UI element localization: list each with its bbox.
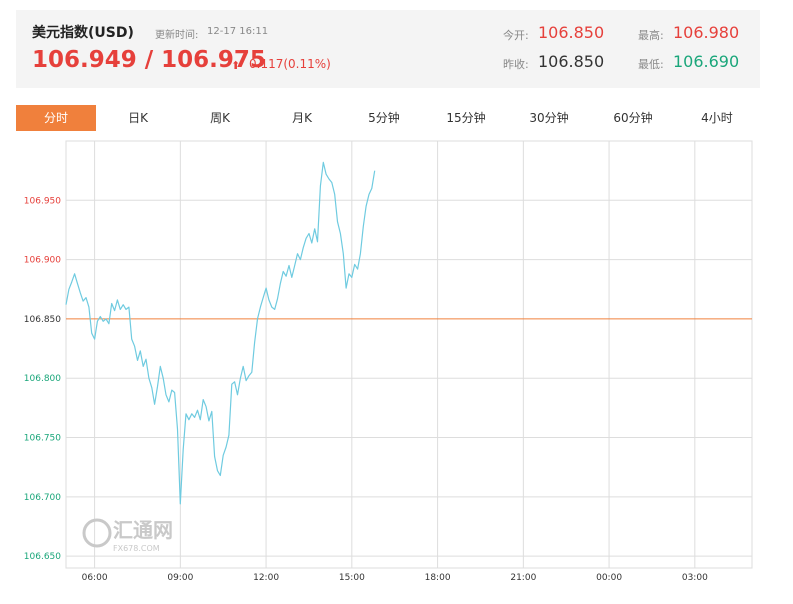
low-label: 最低: <box>638 58 664 71</box>
watermark-logo-icon <box>82 518 112 548</box>
x-tick-label: 12:00 <box>253 573 279 583</box>
x-tick-label: 03:00 <box>682 573 708 583</box>
intraday-chart: 汇通网 FX678.COM 106.650 106.700 106.750 106.8… <box>0 138 793 600</box>
open-value: 106.850 <box>538 23 605 42</box>
price-series <box>65 161 376 505</box>
open-label: 今开: <box>503 29 529 42</box>
tab-15min[interactable]: 15分钟 <box>446 111 486 125</box>
quote-panel: 美元指数(USD) 更新时间: 12-17 16:11 106.949 / 10… <box>16 10 760 88</box>
instrument-name: 美元指数(USD) <box>32 25 134 41</box>
price-change: 0.117(0.11%) <box>249 57 331 71</box>
y-tick-label: 106.700 <box>24 493 61 503</box>
tab-daily-k[interactable]: 日K <box>128 111 148 125</box>
x-tick-label: 00:00 <box>596 573 622 583</box>
watermark-text: 汇通网 <box>113 518 173 542</box>
y-tick-label: 106.950 <box>24 196 61 206</box>
x-tick-label: 15:00 <box>339 573 365 583</box>
chart-svg: 汇通网 FX678.COM 106.650 106.700 106.750 106.8… <box>24 140 753 583</box>
watermark-subtext: FX678.COM <box>113 544 160 553</box>
x-tick-label: 21:00 <box>510 573 536 583</box>
prev-close-value: 106.850 <box>538 52 605 71</box>
up-arrow-icon: ⬆ <box>231 59 241 72</box>
tab-weekly-k[interactable]: 周K <box>210 111 230 125</box>
chart-grid <box>65 140 753 569</box>
x-tick-label: 06:00 <box>82 573 108 583</box>
y-tick-label: 106.800 <box>24 374 61 384</box>
tab-30min[interactable]: 30分钟 <box>529 111 569 125</box>
y-axis-labels: 106.650 106.700 106.750 106.800 106.850 106.9… <box>24 196 61 562</box>
price-line <box>65 161 376 505</box>
x-tick-label: 18:00 <box>425 573 451 583</box>
x-axis-labels: 06:00 09:00 12:00 15:00 18:00 21:00 00:00 03:00 <box>82 573 708 583</box>
period-tabs: 分时 日K 周K 月K 5分钟 15分钟 30分钟 60分钟 4小时 <box>16 105 760 131</box>
tab-60min[interactable]: 60分钟 <box>613 111 653 125</box>
plot-border <box>65 140 753 569</box>
low-value: 106.690 <box>673 52 740 71</box>
x-tick-label: 09:00 <box>167 573 193 583</box>
update-time-value: 12-17 16:11 <box>207 26 269 37</box>
prev-close-label: 昨收: <box>503 58 529 71</box>
high-value: 106.980 <box>673 23 740 42</box>
y-tick-label: 106.850 <box>24 315 61 325</box>
y-tick-label: 106.750 <box>24 434 61 444</box>
tab-monthly-k[interactable]: 月K <box>292 111 312 125</box>
update-time-label: 更新时间: <box>155 30 199 41</box>
tab-intraday[interactable]: 分时 <box>16 105 96 131</box>
bid-ask-price: 106.949 / 106.975 <box>32 47 266 73</box>
y-tick-label: 106.650 <box>24 552 61 562</box>
high-label: 最高: <box>638 29 664 42</box>
watermark: 汇通网 FX678.COM <box>82 518 173 553</box>
tab-4hour[interactable]: 4小时 <box>701 111 733 125</box>
tab-5min[interactable]: 5分钟 <box>368 111 400 125</box>
y-tick-label: 106.900 <box>24 256 61 266</box>
